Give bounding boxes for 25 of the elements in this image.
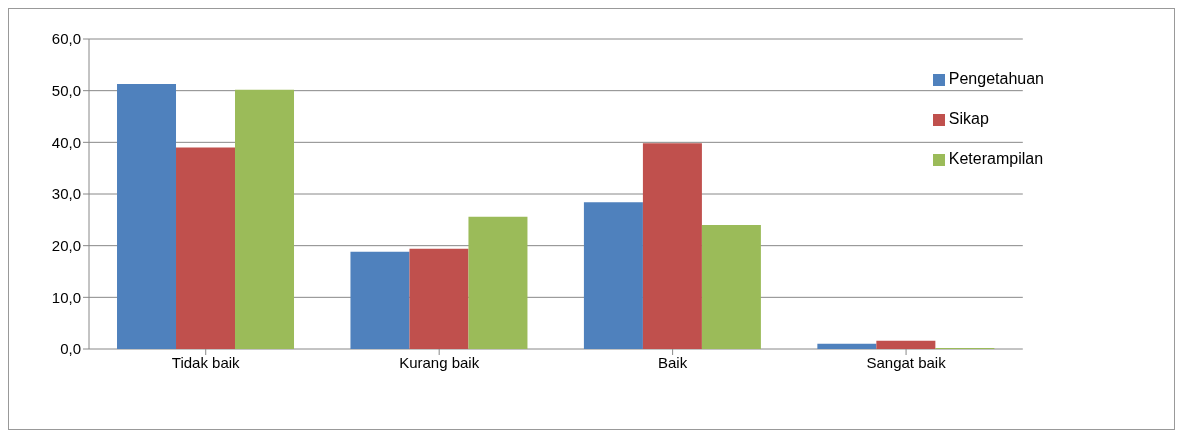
bar <box>583 202 643 349</box>
y-tick-label: 40,0 <box>51 133 81 151</box>
x-tick-label: Baik <box>658 353 688 371</box>
bar <box>642 143 702 349</box>
legend-label: Keterampilan <box>948 150 1044 167</box>
y-tick-label: 0,0 <box>60 340 81 358</box>
y-tick-label: 50,0 <box>51 81 81 99</box>
bar <box>409 248 469 349</box>
bar <box>117 83 177 349</box>
bar <box>468 216 528 349</box>
y-tick-label: 30,0 <box>51 185 81 203</box>
legend-label: Pengetahuan <box>948 70 1044 87</box>
x-tick-label: Sangat baik <box>866 353 947 371</box>
y-tick-label: 10,0 <box>51 288 81 306</box>
bar <box>817 343 877 349</box>
y-tick-label: 60,0 <box>51 30 81 48</box>
bar <box>235 89 295 349</box>
x-tick-label: Kurang baik <box>399 353 480 371</box>
x-tick-label: Tidak baik <box>171 353 241 371</box>
bar <box>876 340 936 349</box>
bar <box>701 225 761 349</box>
y-tick-label: 20,0 <box>51 236 81 254</box>
bar <box>350 251 410 349</box>
bar <box>176 147 236 349</box>
legend-label: Sikap <box>948 110 989 127</box>
